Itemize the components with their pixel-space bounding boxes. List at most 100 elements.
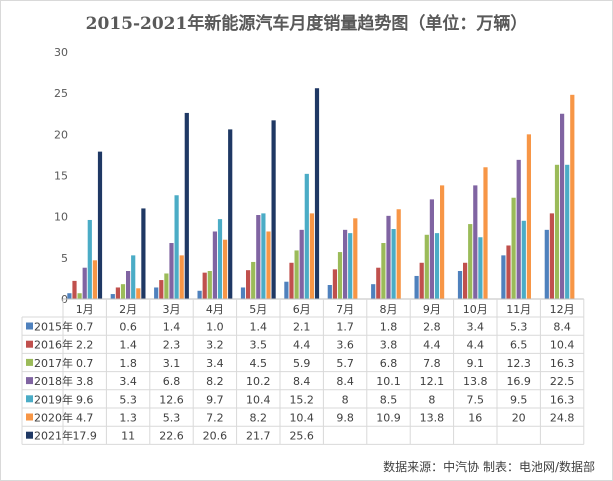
- bar-2020年-4月: [223, 239, 228, 299]
- data-table-cell: 12.3: [506, 357, 531, 370]
- data-table-cell: 17.9: [72, 430, 97, 443]
- bar-2016年-8月: [376, 267, 381, 299]
- bar-2016年-1月: [72, 280, 77, 299]
- data-table-cell: 13.8: [463, 375, 488, 388]
- bar-2017年-2月: [120, 284, 126, 299]
- bar-2017年-1月: [77, 293, 82, 299]
- bar-2016年-2月: [115, 287, 120, 299]
- legend-label: 2016年: [34, 338, 73, 352]
- bar-2020年-3月: [179, 255, 184, 299]
- x-category-label: 8月: [380, 303, 398, 316]
- bar-2017年-8月: [381, 243, 386, 299]
- data-table-cell: 9.1: [467, 357, 485, 370]
- data-table-cell: 4.7: [76, 412, 94, 425]
- bar-2017年-5月: [251, 261, 256, 299]
- data-table-cell: 1.4: [163, 321, 181, 334]
- bar-2018年-4月: [212, 231, 217, 299]
- data-table-cell: 16: [468, 412, 482, 425]
- bar-2015年-1月: [67, 293, 72, 299]
- bar-2017年-4月: [207, 271, 212, 299]
- data-table-cell: 1.3: [119, 412, 137, 425]
- data-table-cell: 22.6: [159, 430, 184, 443]
- data-source-footer: 数据来源：中汽协 制表：电池网/数据部: [383, 460, 595, 474]
- x-category-label: 7月: [336, 303, 354, 316]
- data-table-cell: 2.2: [76, 339, 94, 352]
- data-table-cell: 12.1: [420, 375, 445, 388]
- data-table-cell: 1.8: [119, 357, 137, 370]
- legend-swatch-2018年: [26, 377, 33, 385]
- bar-2016年-10月: [463, 262, 468, 299]
- data-table-cell: 1.0: [206, 321, 224, 334]
- data-table-cell: 10.4: [246, 393, 271, 406]
- bar-2019年-8月: [391, 229, 396, 299]
- data-table-cell: 22.5: [550, 375, 575, 388]
- bar-2020年-9月: [440, 185, 445, 299]
- legend-swatch-2016年: [26, 340, 33, 348]
- data-table-cell: 2.8: [423, 321, 441, 334]
- y-tick-label: 20: [54, 128, 68, 141]
- bar-2018年-5月: [256, 215, 261, 299]
- bar-2016年-5月: [246, 270, 251, 299]
- bar-2018年-1月: [82, 267, 87, 299]
- data-table-cell: 3.6: [336, 339, 354, 352]
- bar-2015年-6月: [284, 281, 289, 299]
- bar-2020年-8月: [396, 209, 401, 299]
- bar-2019年-2月: [131, 255, 136, 299]
- x-category-label: 3月: [163, 303, 181, 316]
- bar-2019年-11月: [521, 220, 526, 299]
- x-category-label: 1月: [76, 303, 94, 316]
- legend-label: 2018年: [34, 374, 73, 388]
- x-category-label: 12月: [550, 303, 575, 316]
- data-table-cell: 2.1: [293, 321, 311, 334]
- bar-2017年-3月: [164, 273, 169, 299]
- data-table-cell: 7.5: [467, 393, 485, 406]
- bar-2015年-3月: [154, 287, 159, 299]
- y-tick-label: 5: [61, 252, 68, 265]
- legend-swatch-2021年: [26, 431, 33, 439]
- bar-2015年-11月: [501, 255, 506, 299]
- data-table-cell: 8: [428, 393, 435, 406]
- data-table-cell: 8.4: [336, 375, 354, 388]
- bar-2015年-12月: [544, 229, 549, 299]
- y-tick-label: 10: [54, 211, 68, 224]
- data-table-cell: 6.5: [510, 339, 528, 352]
- bar-2015年-9月: [414, 275, 419, 299]
- bar-2019年-6月: [304, 173, 309, 299]
- data-table-cell: 16.3: [550, 393, 575, 406]
- bar-2021年-5月: [271, 120, 276, 299]
- bar-2019年-4月: [217, 219, 223, 299]
- bar-2021年-6月: [314, 88, 320, 299]
- bar-2017年-12月: [554, 164, 560, 299]
- bar-2017年-11月: [511, 197, 516, 299]
- legend-swatch-2017年: [26, 358, 33, 366]
- bar-2020年-12月: [570, 94, 575, 300]
- bar-2018年-6月: [299, 229, 304, 299]
- data-table-cell: 16.3: [550, 357, 575, 370]
- data-table-cell: 5.3: [119, 393, 137, 406]
- bar-2021年-2月: [141, 208, 146, 299]
- bar-2019年-10月: [478, 237, 483, 299]
- data-table-cell: 8.2: [206, 375, 224, 388]
- bar-2019年-9月: [434, 233, 440, 299]
- data-table-cell: 10.4: [550, 339, 575, 352]
- data-table-cell: 11: [121, 430, 135, 443]
- bar-2020年-2月: [136, 288, 141, 299]
- data-table-cell: 20.6: [203, 430, 228, 443]
- data-table-cell: 8.2: [250, 412, 268, 425]
- bar-2018年-2月: [126, 271, 131, 299]
- data-table-cell: 4.4: [423, 339, 441, 352]
- data-table-cell: 5.3: [510, 321, 528, 334]
- y-tick-label: 30: [54, 46, 68, 59]
- data-table-cell: 0.7: [76, 357, 94, 370]
- bar-2019年-3月: [174, 195, 179, 299]
- x-category-label: 4月: [206, 303, 224, 316]
- data-table-cell: 15.2: [289, 393, 314, 406]
- data-table-cell: 1.7: [336, 321, 354, 334]
- data-table-cell: 3.8: [76, 375, 94, 388]
- data-table-cell: 10.1: [376, 375, 401, 388]
- data-table-cell: 5.9: [293, 357, 311, 370]
- legend-label: 2019年: [34, 392, 73, 406]
- bar-2019年-1月: [87, 219, 92, 299]
- data-table-cell: 12.6: [159, 393, 184, 406]
- legend-swatch-2019年: [26, 395, 33, 403]
